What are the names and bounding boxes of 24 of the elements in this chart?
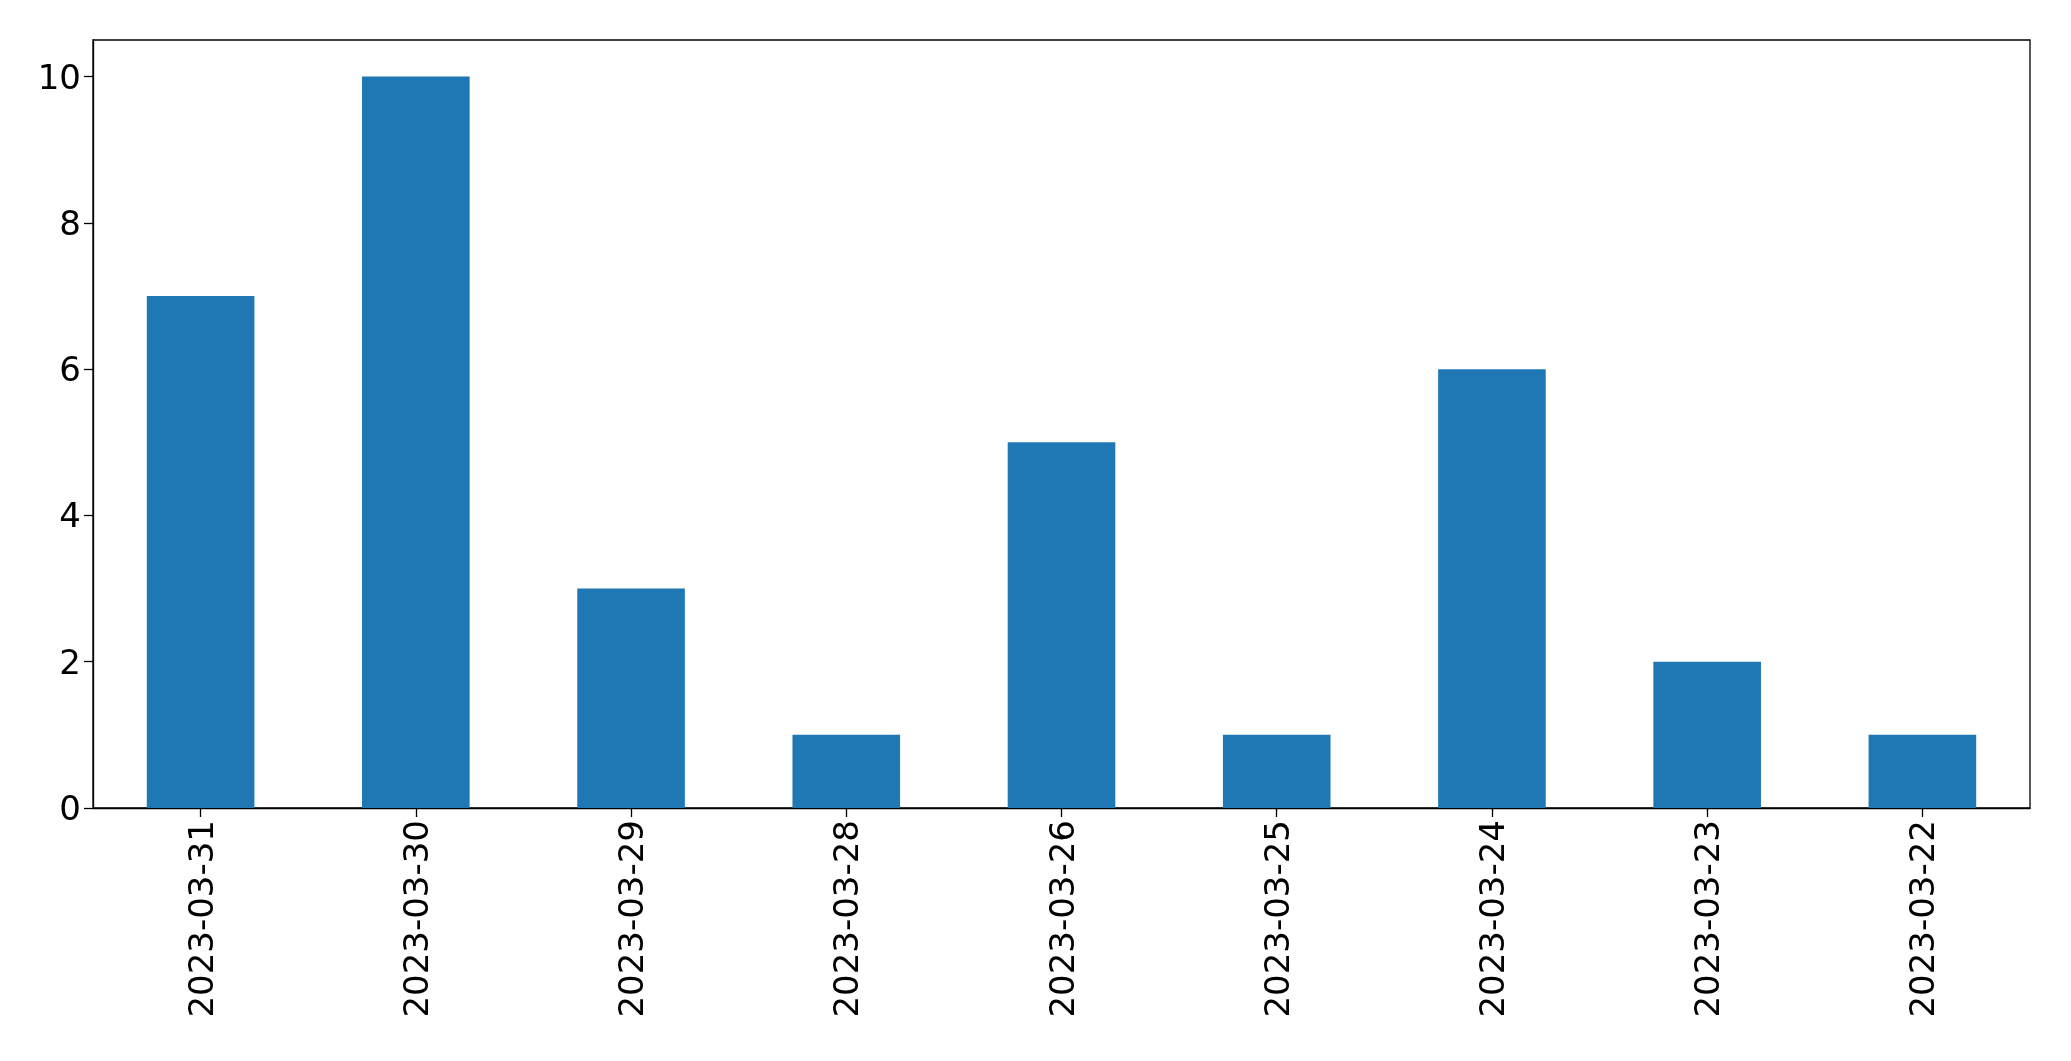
y-tick-label: 4	[59, 495, 81, 536]
bar	[1222, 734, 1331, 808]
y-tick-label: 0	[59, 788, 81, 828]
y-tick-label: 2	[59, 641, 81, 682]
x-tick-label: 2023-03-26	[1041, 820, 1082, 1018]
x-tick-label: 2023-03-22	[1902, 820, 1943, 1018]
x-tick-label: 2023-03-23	[1687, 820, 1728, 1018]
bar	[362, 76, 470, 808]
bar	[146, 296, 255, 808]
y-tick-label: 6	[59, 349, 81, 390]
y-tick-label: 8	[59, 202, 81, 243]
y-tick-label: 10	[37, 56, 81, 97]
x-tick-label: 2023-03-25	[1256, 820, 1297, 1018]
x-tick-label: 2023-03-24	[1471, 820, 1512, 1018]
x-tick-label: 2023-03-30	[395, 820, 436, 1018]
bar	[1868, 734, 1977, 808]
bar	[1438, 369, 1546, 808]
x-tick-label: 2023-03-28	[826, 820, 867, 1018]
bar	[1007, 442, 1116, 808]
bar	[577, 588, 685, 808]
x-tick-label: 2023-03-31	[180, 820, 221, 1018]
bar	[1653, 661, 1761, 808]
bar	[792, 734, 901, 808]
x-tick-label: 2023-03-29	[611, 820, 652, 1018]
